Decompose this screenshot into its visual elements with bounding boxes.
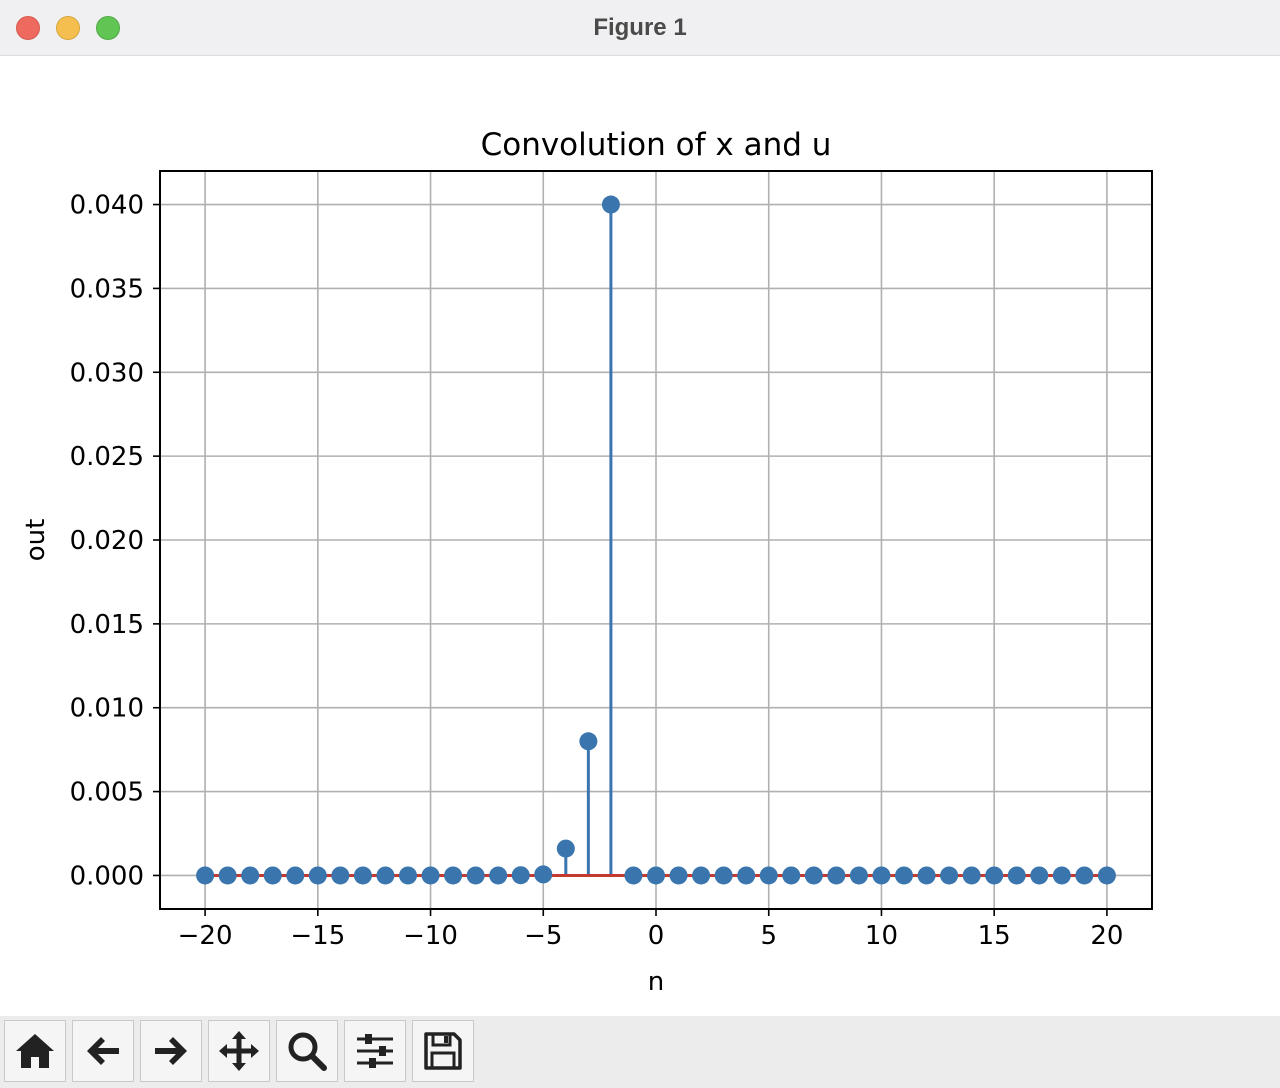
stem-marker xyxy=(692,866,711,885)
stem-marker xyxy=(759,866,778,885)
window-title: Figure 1 xyxy=(593,14,687,41)
stem-marker xyxy=(872,866,891,885)
y-tick-label: 0.035 xyxy=(70,274,144,304)
x-tick-label: 15 xyxy=(978,921,1011,951)
sliders-icon xyxy=(357,1034,393,1068)
stem-marker xyxy=(940,866,959,885)
x-tick-label: 0 xyxy=(648,921,665,951)
x-axis-label: n xyxy=(648,967,664,997)
stem-marker xyxy=(399,866,417,885)
y-tick-label: 0.020 xyxy=(70,526,144,556)
stem-marker xyxy=(308,866,327,885)
y-axis-label: out xyxy=(21,519,51,562)
save-button[interactable] xyxy=(412,1020,474,1082)
stem-marker xyxy=(421,866,440,885)
x-tick-label: −10 xyxy=(403,921,458,951)
zoom-button[interactable] xyxy=(276,1020,338,1082)
stem-marker xyxy=(511,866,530,885)
y-tick-label: 0.040 xyxy=(70,191,144,221)
stem-marker xyxy=(1030,866,1049,885)
x-tick-label: 20 xyxy=(1090,921,1123,951)
stem-chart: −20 −15 −10 −5 0 5 10 15 20 0.000 0.005 0.010 0.015 0… xyxy=(21,127,1153,997)
stem-marker xyxy=(218,866,237,885)
stem-marker xyxy=(1052,866,1071,885)
y-tick-label: 0.025 xyxy=(70,442,144,472)
configure-subplots-button[interactable] xyxy=(344,1020,406,1082)
y-tick-label: 0.005 xyxy=(70,778,144,808)
figure-canvas: −20 −15 −10 −5 0 5 10 15 20 0.000 0.005 0.010 0.015 0… xyxy=(0,56,1280,1016)
stem-marker xyxy=(196,866,215,885)
navigation-toolbar xyxy=(0,1016,1280,1088)
x-tick-label: 10 xyxy=(865,921,898,951)
pan-button[interactable] xyxy=(208,1020,270,1082)
stem-marker xyxy=(1075,866,1094,885)
home-button[interactable] xyxy=(4,1020,66,1082)
stem-marker xyxy=(1007,866,1026,885)
stem-marker xyxy=(647,866,665,885)
stem-marker xyxy=(827,866,846,885)
stem-marker xyxy=(466,866,485,885)
arrow-left-icon xyxy=(87,1037,119,1065)
stem-marker xyxy=(895,866,913,885)
home-icon xyxy=(16,1034,54,1068)
close-window-button[interactable] xyxy=(16,16,40,40)
stem-marker xyxy=(353,866,372,885)
y-tick-label: 0.010 xyxy=(70,694,144,724)
move-icon xyxy=(219,1031,259,1071)
stem-marker xyxy=(624,866,643,885)
window-titlebar: Figure 1 xyxy=(0,0,1280,56)
stem-marker xyxy=(579,732,598,751)
y-tick-label: 0.030 xyxy=(70,358,144,388)
stem-marker xyxy=(331,866,350,885)
stem-marker xyxy=(737,866,756,885)
x-tick-label: −20 xyxy=(178,921,233,951)
x-tick-label: −5 xyxy=(524,921,562,951)
stem-marker xyxy=(714,866,733,885)
stem-marker xyxy=(241,866,260,885)
forward-button[interactable] xyxy=(140,1020,202,1082)
stem-marker xyxy=(804,866,823,885)
y-tick-label: 0.015 xyxy=(70,610,144,640)
stem-marker xyxy=(849,866,868,885)
arrow-right-icon xyxy=(155,1037,187,1065)
maximize-window-button[interactable] xyxy=(96,16,120,40)
chart-title: Convolution of x and u xyxy=(481,127,832,163)
y-tick-label: 0.000 xyxy=(70,861,144,891)
stem-marker xyxy=(534,865,553,884)
stem-marker xyxy=(985,866,1004,885)
stem-marker xyxy=(286,866,305,885)
stem-marker xyxy=(917,866,936,885)
x-tick-label: 5 xyxy=(760,921,777,951)
stem-marker xyxy=(489,866,508,885)
minimize-window-button[interactable] xyxy=(56,16,80,40)
back-button[interactable] xyxy=(72,1020,134,1082)
zoom-icon xyxy=(288,1032,327,1071)
save-icon xyxy=(424,1032,462,1070)
stem-marker xyxy=(962,866,981,885)
stem-marker xyxy=(782,866,801,885)
stem-marker xyxy=(444,866,463,885)
stem-marker xyxy=(556,839,575,858)
stem-marker xyxy=(263,866,282,885)
stem-marker xyxy=(376,866,395,885)
stem-marker xyxy=(601,195,620,214)
stem-marker xyxy=(1097,866,1116,885)
x-tick-label: −15 xyxy=(290,921,345,951)
stem-marker xyxy=(669,866,688,885)
